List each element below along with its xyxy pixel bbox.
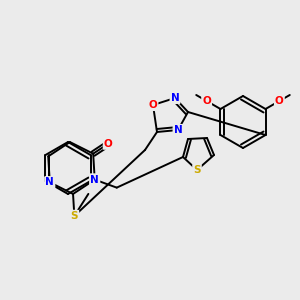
Text: N: N xyxy=(90,175,99,184)
Text: O: O xyxy=(275,96,284,106)
Text: N: N xyxy=(45,177,54,187)
Text: S: S xyxy=(70,211,78,221)
Text: N: N xyxy=(45,177,54,187)
Text: S: S xyxy=(70,211,78,221)
Text: O: O xyxy=(104,139,112,149)
Text: O: O xyxy=(202,96,211,106)
Text: S: S xyxy=(193,165,201,175)
Text: N: N xyxy=(174,125,182,135)
Text: O: O xyxy=(148,100,158,110)
Text: N: N xyxy=(171,93,179,103)
Text: N: N xyxy=(90,175,99,184)
